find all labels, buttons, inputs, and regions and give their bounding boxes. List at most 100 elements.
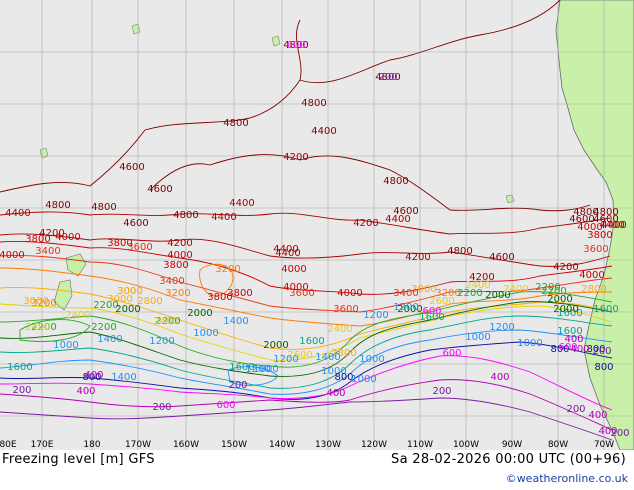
contour-label: 2400 xyxy=(153,316,178,327)
contour-label: 800 xyxy=(82,372,101,383)
contour-label: 800 xyxy=(550,344,569,355)
contour-label: 1600 xyxy=(557,308,582,319)
contour-label: 1200 xyxy=(363,310,388,321)
contour-label: 1400 xyxy=(111,372,136,383)
contour-label: 3200 xyxy=(215,264,240,275)
contour-label: 4000 xyxy=(337,288,362,299)
contour-3200-loop xyxy=(199,263,234,297)
contour-label: 2000 xyxy=(553,304,578,315)
contour-label: 1600 xyxy=(299,336,324,347)
contour-label: 3200 xyxy=(435,288,460,299)
contour-label: 2200 xyxy=(155,316,180,327)
contour-label: 2200 xyxy=(91,322,116,333)
contour-label: 2800 xyxy=(331,348,356,359)
credit-link[interactable]: ©weatheronline.co.uk xyxy=(505,472,628,485)
contour-label: 800 xyxy=(594,362,613,373)
contour-label: 3800 xyxy=(107,238,132,249)
contour-label: 2000 xyxy=(547,294,572,305)
contour-label: 400 xyxy=(564,334,583,345)
contour-label: 1000 xyxy=(359,354,384,365)
contour-label: 2400 xyxy=(465,280,490,291)
contour-label: 2800 xyxy=(137,296,162,307)
contour-label: 200 xyxy=(610,428,629,439)
contour-label: 2000 xyxy=(263,340,288,351)
contour-label: 4400 xyxy=(5,208,30,219)
contour-label: 4800 xyxy=(283,40,308,51)
contour-label: 3600 xyxy=(333,304,358,315)
contour-1200 xyxy=(0,329,613,395)
contour-label: 2000 xyxy=(397,304,422,315)
contour-label: 4400 xyxy=(273,244,298,255)
contour-label: 1000 xyxy=(53,340,78,351)
contour-label: 4800 xyxy=(91,202,116,213)
contour-label: 1000 xyxy=(517,338,542,349)
contour-800 xyxy=(0,341,613,400)
contour-4800-b xyxy=(149,154,591,212)
longitude-label: 110W xyxy=(407,440,433,450)
contour-label: 3800 xyxy=(227,288,252,299)
contour-label: 2200 xyxy=(31,322,56,333)
contour-label: 4200 xyxy=(553,262,578,273)
contour-label: 1000 xyxy=(193,328,218,339)
contour-label: 2200 xyxy=(457,288,482,299)
contour-600 xyxy=(0,355,613,411)
longitude-label: 140W xyxy=(269,440,295,450)
contour-label: 3000 xyxy=(411,284,436,295)
contour-label: 1600 xyxy=(419,312,444,323)
contour-label: 4400 xyxy=(275,248,300,259)
contour-label: 4600 xyxy=(569,214,594,225)
contour-label: 400 xyxy=(598,426,617,437)
contour-3200 xyxy=(0,267,613,327)
contour-label: 1600 xyxy=(7,362,32,373)
contour-label: 3000 xyxy=(23,296,48,307)
contour-label: 2200 xyxy=(535,282,560,293)
contour-label: 200 xyxy=(378,72,397,83)
contour-label: 800 xyxy=(586,344,605,355)
contour-label: 1400 xyxy=(315,352,340,363)
contour-label: 4000 xyxy=(55,232,80,243)
longitude-label: 100W xyxy=(453,440,479,450)
contour-label: 200 xyxy=(228,380,247,391)
contour-label: 2000 xyxy=(485,290,510,301)
contour-label: 1400 xyxy=(223,316,248,327)
contour-label: 2000 xyxy=(115,304,140,315)
contour-label: 400 xyxy=(588,410,607,421)
contour-label: 1000 xyxy=(321,366,346,377)
contour-label: 600 xyxy=(286,40,305,51)
longitude-label: 80W xyxy=(548,440,568,450)
contour-2800 xyxy=(0,287,613,350)
contour-label: 4400 xyxy=(601,220,626,231)
contour-200 xyxy=(0,397,613,441)
longitude-label: 170E xyxy=(31,440,54,450)
contour-label: 4800 xyxy=(375,72,400,83)
contour-label: 4200 xyxy=(283,152,308,163)
longitude-label: 180 xyxy=(83,440,100,450)
contour-1600 xyxy=(0,315,613,389)
contour-label: 4800 xyxy=(573,207,598,218)
contour-label: 2800 xyxy=(581,284,606,295)
contour-label: 4000 xyxy=(283,282,308,293)
contour-label: 4000 xyxy=(281,264,306,275)
contour-label: 4600 xyxy=(119,162,144,173)
contour-label: 4400 xyxy=(385,214,410,225)
contour-label: 3800 xyxy=(207,292,232,303)
contour-label: 200 xyxy=(152,402,171,413)
contour-label: 400 xyxy=(570,344,589,355)
contour-label: 1600 xyxy=(557,326,582,337)
contour-label: 2400 xyxy=(503,284,528,295)
contour-4000 xyxy=(0,241,613,295)
contour-label: 400 xyxy=(326,388,345,399)
contour-label: 600 xyxy=(558,342,577,353)
longitude-label: 170W xyxy=(125,440,151,450)
contour-label: 4800 xyxy=(223,118,248,129)
contour-label: 4600 xyxy=(593,214,618,225)
contour-label: 400 xyxy=(76,386,95,397)
contour-label: 1000 xyxy=(465,332,490,343)
contour-2200-loop xyxy=(19,319,91,342)
contour-lines xyxy=(0,0,613,441)
contour-label: 3200 xyxy=(165,288,190,299)
contour-label: 2400 xyxy=(327,324,352,335)
